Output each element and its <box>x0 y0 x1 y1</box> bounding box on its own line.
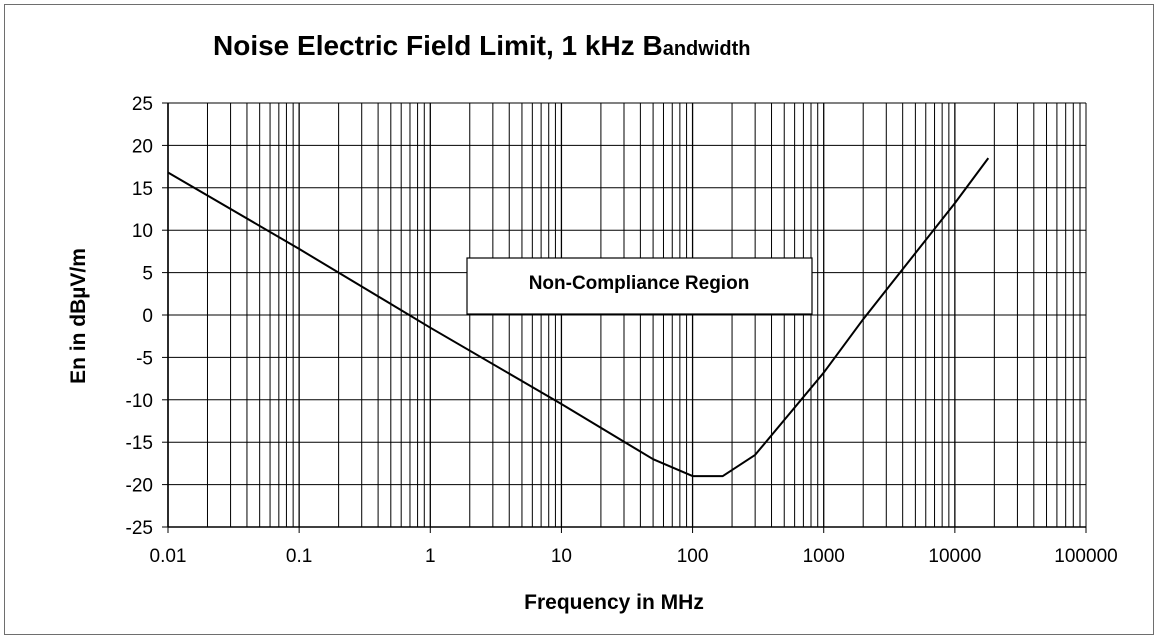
y-tick-label: 25 <box>132 94 153 115</box>
x-axis-label: Frequency in MHz <box>524 591 704 614</box>
y-tick-label: -15 <box>126 433 153 454</box>
y-tick-label: 20 <box>132 136 153 157</box>
grid <box>167 102 1087 528</box>
chart-title: Noise Electric Field Limit, 1 kHz Bandwi… <box>213 30 750 61</box>
series-line <box>167 157 990 478</box>
y-tick-label: -20 <box>126 476 153 497</box>
annotation-box: Non-Compliance Region <box>466 257 813 315</box>
x-tick-label: 10000 <box>928 546 981 567</box>
y-tick-label: 10 <box>132 221 153 242</box>
y-tick-label: -10 <box>126 391 153 412</box>
x-tick-label: 0.1 <box>286 546 312 567</box>
chart-frame <box>4 4 1154 635</box>
y-tick-labels: 25 20 15 10 5 0 -5 -10 -15 -20 -25 <box>126 94 153 539</box>
y-tick-label: 5 <box>142 264 153 285</box>
x-tick-label: 1 <box>425 546 436 567</box>
x-tick-label: 1000 <box>803 546 845 567</box>
series-group <box>167 157 990 478</box>
plot-axes <box>162 102 1087 533</box>
x-tick-label: 100 <box>677 546 709 567</box>
y-tick-label: 15 <box>132 179 153 200</box>
y-axis-label: En in dBµV/m <box>67 248 90 384</box>
y-tick-label: -5 <box>136 348 153 369</box>
x-tick-label: 100000 <box>1054 546 1117 567</box>
y-tick-label: -25 <box>126 518 153 539</box>
x-tick-label: 10 <box>551 546 572 567</box>
y-tick-label: 0 <box>142 306 153 327</box>
x-tick-label: 0.01 <box>150 546 187 567</box>
x-tick-labels: 0.01 0.1 1 10 100 1000 10000 100000 <box>150 546 1118 567</box>
annotation-label: Non-Compliance Region <box>529 273 750 294</box>
